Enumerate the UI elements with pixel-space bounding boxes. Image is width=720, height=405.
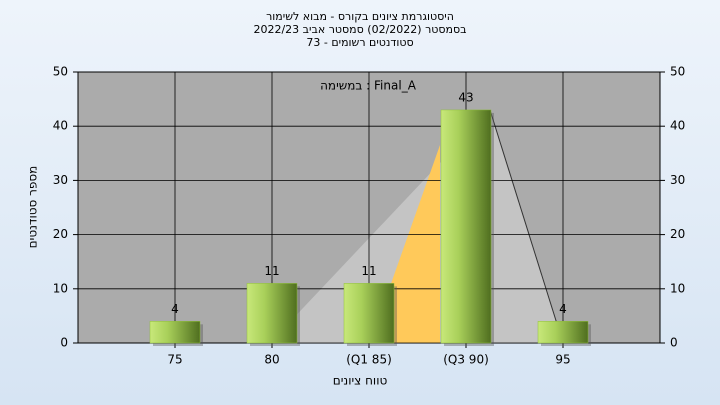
- x-tick-label: 95: [555, 353, 570, 367]
- bar: [149, 321, 201, 344]
- title-line: בסמסטר (02/2022) סמסטר אביב 2022/23: [253, 23, 466, 36]
- bar: [440, 109, 492, 344]
- value-label: 4: [171, 302, 179, 316]
- title-line: סטודנטים רשומים - 73: [306, 36, 413, 49]
- title-line: היסטוגרמת ציונים בקורס - מבוא לשימור: [266, 10, 454, 23]
- y-tick-label: 10: [53, 281, 68, 295]
- distribution-edge: [489, 109, 564, 344]
- y-tick-label: 0: [60, 336, 68, 350]
- bar: [343, 283, 395, 344]
- value-label: 4: [559, 302, 567, 316]
- y-tick-label: 50: [53, 65, 68, 79]
- y2-tick-label: 40: [670, 119, 685, 133]
- y-axis-label: מספר סטודנטים: [26, 166, 40, 249]
- value-label: 11: [264, 264, 279, 278]
- y2-tick-label: 30: [670, 173, 685, 187]
- y2-tick-label: 10: [670, 281, 685, 295]
- value-label: 43: [458, 90, 473, 104]
- x-tick-label: 80: [264, 353, 279, 367]
- y2-tick-label: 0: [670, 336, 678, 350]
- y-tick-label: 20: [53, 227, 68, 241]
- y-tick-label: 40: [53, 119, 68, 133]
- title: היסטוגרמת ציונים בקורס - מבוא לשימור בסמ…: [253, 10, 466, 49]
- bar: [246, 283, 298, 344]
- x-tick-label: (Q1 85): [346, 353, 392, 367]
- x-tick-label: (Q3 90): [443, 353, 489, 367]
- x-axis-label: טווח ציונים: [333, 374, 388, 388]
- bar: [537, 321, 589, 344]
- y-tick-label: 30: [53, 173, 68, 187]
- value-label: 11: [361, 264, 376, 278]
- y2-tick-label: 20: [670, 227, 685, 241]
- y2-tick-label: 50: [670, 65, 685, 79]
- annotation: במשימה : Final_A: [320, 79, 417, 93]
- x-tick-label: 75: [167, 353, 182, 367]
